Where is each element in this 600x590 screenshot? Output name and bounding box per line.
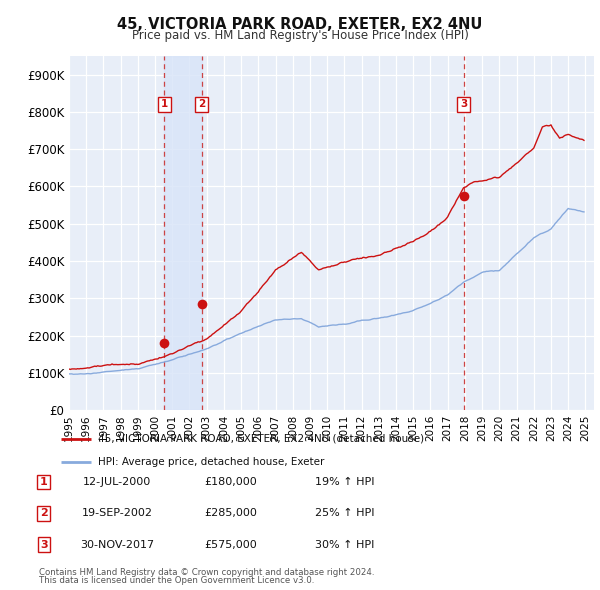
Text: 19-SEP-2002: 19-SEP-2002 [82,509,152,518]
Text: 2: 2 [40,509,47,518]
Text: 3: 3 [40,540,47,549]
Text: 2: 2 [198,100,206,110]
Text: £285,000: £285,000 [205,509,257,518]
Text: £180,000: £180,000 [205,477,257,487]
Text: 25% ↑ HPI: 25% ↑ HPI [315,509,375,518]
Text: 1: 1 [161,100,168,110]
Text: This data is licensed under the Open Government Licence v3.0.: This data is licensed under the Open Gov… [39,576,314,585]
Text: 3: 3 [460,100,467,110]
Text: 1: 1 [40,477,47,487]
Text: 45, VICTORIA PARK ROAD, EXETER, EX2 4NU: 45, VICTORIA PARK ROAD, EXETER, EX2 4NU [118,17,482,31]
Text: HPI: Average price, detached house, Exeter: HPI: Average price, detached house, Exet… [98,457,325,467]
Text: 45, VICTORIA PARK ROAD, EXETER, EX2 4NU (detached house): 45, VICTORIA PARK ROAD, EXETER, EX2 4NU … [98,434,425,444]
Text: 30% ↑ HPI: 30% ↑ HPI [316,540,374,549]
Text: 19% ↑ HPI: 19% ↑ HPI [315,477,375,487]
Text: Price paid vs. HM Land Registry's House Price Index (HPI): Price paid vs. HM Land Registry's House … [131,30,469,42]
Text: Contains HM Land Registry data © Crown copyright and database right 2024.: Contains HM Land Registry data © Crown c… [39,568,374,577]
Bar [164,56,202,410]
Text: 12-JUL-2000: 12-JUL-2000 [83,477,151,487]
Text: 30-NOV-2017: 30-NOV-2017 [80,540,154,549]
Text: £575,000: £575,000 [205,540,257,549]
